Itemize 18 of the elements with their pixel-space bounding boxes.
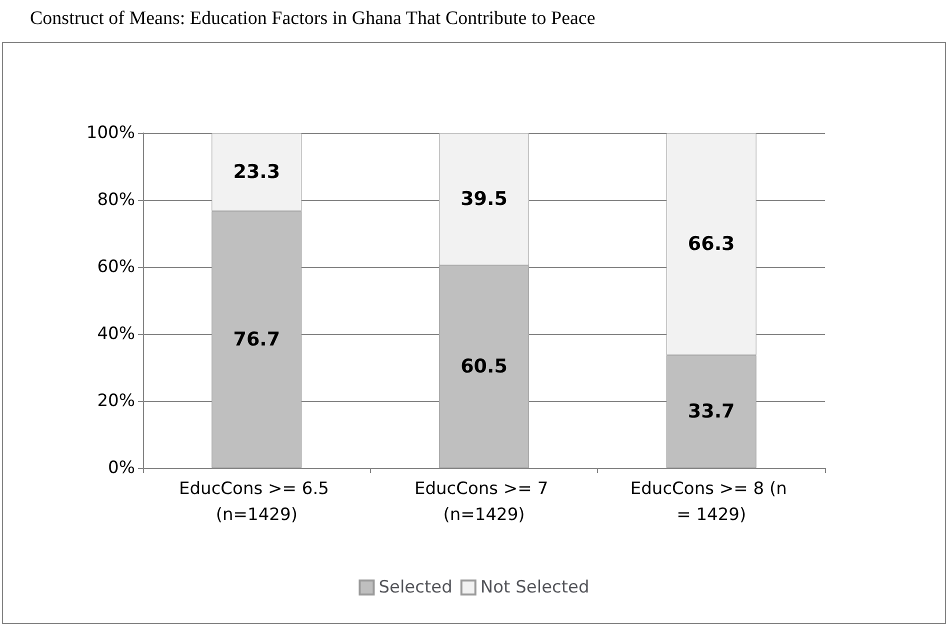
- x-tick-label: EducCons >= 7 (n=1429): [414, 479, 554, 525]
- x-tick-label: EducCons >= 8 (n = 1429): [630, 479, 792, 525]
- y-tick-label: 100%: [86, 123, 135, 143]
- chart-title: Construct of Means: Education Factors in Ghana That Contribute to Peace: [30, 8, 596, 30]
- y-tick-label: 20%: [97, 391, 135, 411]
- legend-label: Not Selected: [480, 578, 590, 598]
- y-tick-label: 60%: [97, 257, 135, 277]
- data-label: 23.3: [233, 161, 280, 184]
- y-tick-label: 0%: [108, 458, 135, 478]
- data-label: 60.5: [460, 356, 508, 378]
- x-tick-label: EducCons >= 6.5 (n=1429): [179, 479, 334, 525]
- data-label: 66.3: [688, 233, 735, 256]
- y-tick-label: 80%: [97, 190, 135, 210]
- legend-label: Selected: [378, 578, 452, 598]
- data-label: 39.5: [460, 188, 508, 210]
- y-tick-label: 40%: [97, 324, 135, 344]
- data-label: 76.7: [233, 328, 280, 351]
- data-label: 33.7: [688, 400, 735, 423]
